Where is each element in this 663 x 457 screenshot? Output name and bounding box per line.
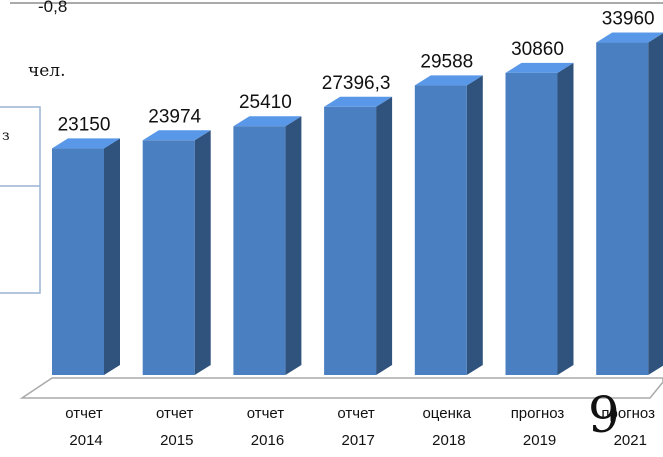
bar [505, 72, 558, 375]
x-tick-label: отчет 2014 [65, 405, 103, 449]
bar-top [142, 130, 211, 141]
text-box [0, 106, 41, 294]
bar-side [285, 116, 302, 375]
data-label: 25410 [239, 92, 292, 113]
bar-top [414, 75, 483, 86]
data-label: 27396,3 [322, 73, 391, 94]
fragment-text: чел. [28, 61, 66, 81]
x-tick-label: отчет 2017 [337, 405, 375, 449]
bar [142, 140, 195, 375]
x-tick-label: прогноз 2021 [601, 405, 655, 449]
fragment-text: -0,8 [38, 0, 67, 16]
x-tick-label: отчет 2015 [156, 405, 194, 449]
bar-top [596, 32, 663, 43]
bar-top [505, 62, 574, 73]
chart-floor [19, 377, 663, 399]
bar-side [376, 96, 393, 376]
page-number: 9 [588, 386, 620, 444]
data-label: 33960 [602, 9, 655, 30]
bar [324, 106, 377, 376]
bar-side [104, 138, 120, 375]
bar-top [52, 138, 120, 149]
data-label: 30860 [511, 39, 564, 60]
bar-top [233, 116, 302, 127]
bar [596, 42, 649, 376]
bar [414, 85, 467, 375]
bar-side [194, 130, 211, 375]
x-tick-label: отчет 2016 [247, 405, 285, 449]
bar [52, 148, 104, 375]
x-tick-label: прогноз 2019 [511, 405, 565, 449]
fragment-text: з [2, 128, 10, 144]
data-label: 23150 [58, 114, 111, 135]
bar [233, 126, 286, 375]
bar-side [648, 33, 663, 375]
data-label: 29588 [420, 51, 473, 72]
x-tick-label: оценка 2018 [422, 405, 471, 449]
bar-side [557, 62, 574, 375]
data-label: 23974 [148, 106, 201, 127]
bar-top [324, 96, 393, 107]
bar-side [466, 75, 483, 375]
